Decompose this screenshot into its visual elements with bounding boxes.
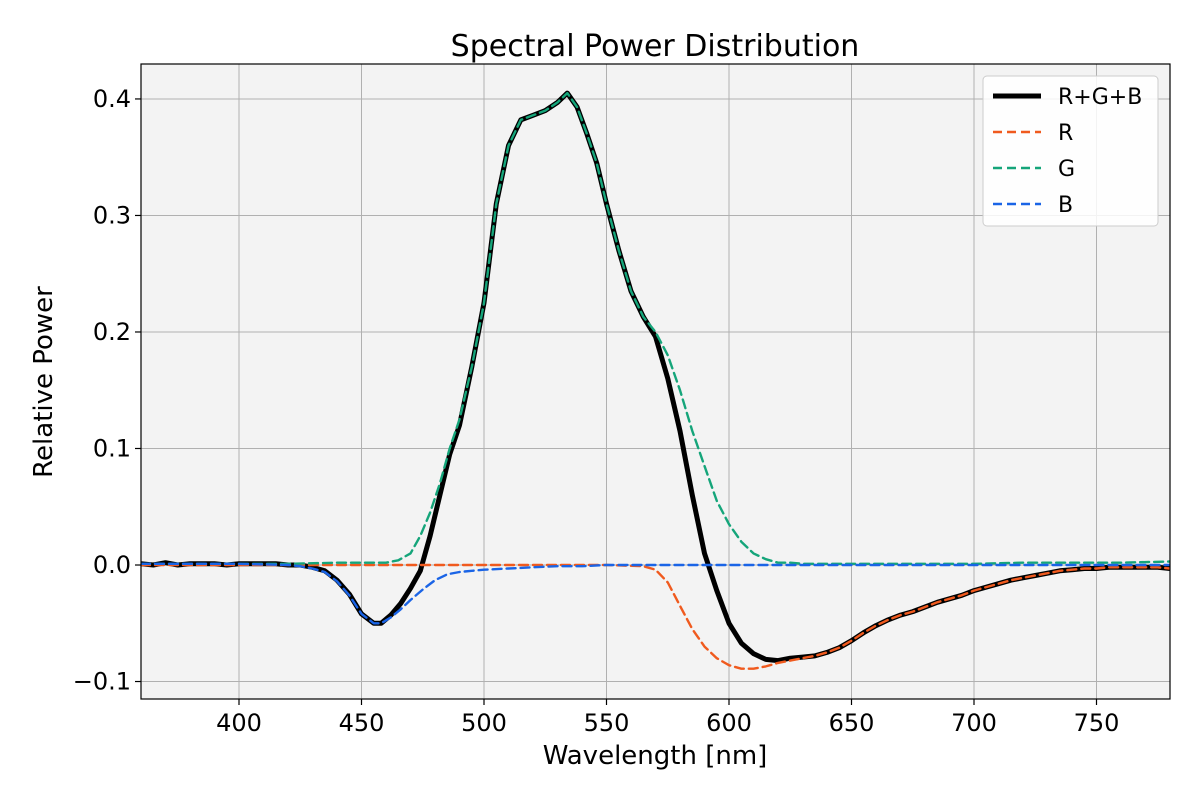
x-tick-label: 650 <box>829 709 875 737</box>
x-tick-label: 750 <box>1074 709 1120 737</box>
legend-label: R+G+B <box>1058 85 1142 110</box>
x-tick-label: 500 <box>461 709 507 737</box>
legend-entries: R+G+B RGB <box>993 85 1142 218</box>
y-tick-label: 0.3 <box>93 201 131 229</box>
x-tick-label: 400 <box>216 709 262 737</box>
y-tick-label: 0.2 <box>93 318 131 346</box>
legend: R+G+B RGB <box>982 75 1159 227</box>
legend-label: B <box>1058 193 1073 218</box>
series-line-b <box>141 562 1170 625</box>
tick-labels: 400 450 500 550 600 650 700 750 −0.1 0.0 0.1 0.2 0.3… <box>73 85 1120 737</box>
x-tick-label: 550 <box>584 709 630 737</box>
x-tick-label: 450 <box>339 709 385 737</box>
x-axis-label: Wavelength [nm] <box>543 741 768 771</box>
legend-label: G <box>1058 157 1075 182</box>
y-axis-label: Relative Power <box>29 286 59 478</box>
y-tick-label: 0.0 <box>93 551 131 579</box>
legend-label: R <box>1058 121 1073 146</box>
series-line-r <box>141 563 1170 670</box>
axes-frame <box>140 63 1171 700</box>
y-tick-label: 0.1 <box>93 434 131 462</box>
chart-title: Spectral Power Distribution <box>451 29 860 64</box>
legend-box <box>982 75 1159 227</box>
y-tick-label: −0.1 <box>73 668 131 696</box>
x-tick-label: 700 <box>951 709 997 737</box>
y-tick-label: 0.4 <box>93 85 131 113</box>
x-tick-label: 600 <box>706 709 752 737</box>
series-lines <box>141 90 1170 670</box>
